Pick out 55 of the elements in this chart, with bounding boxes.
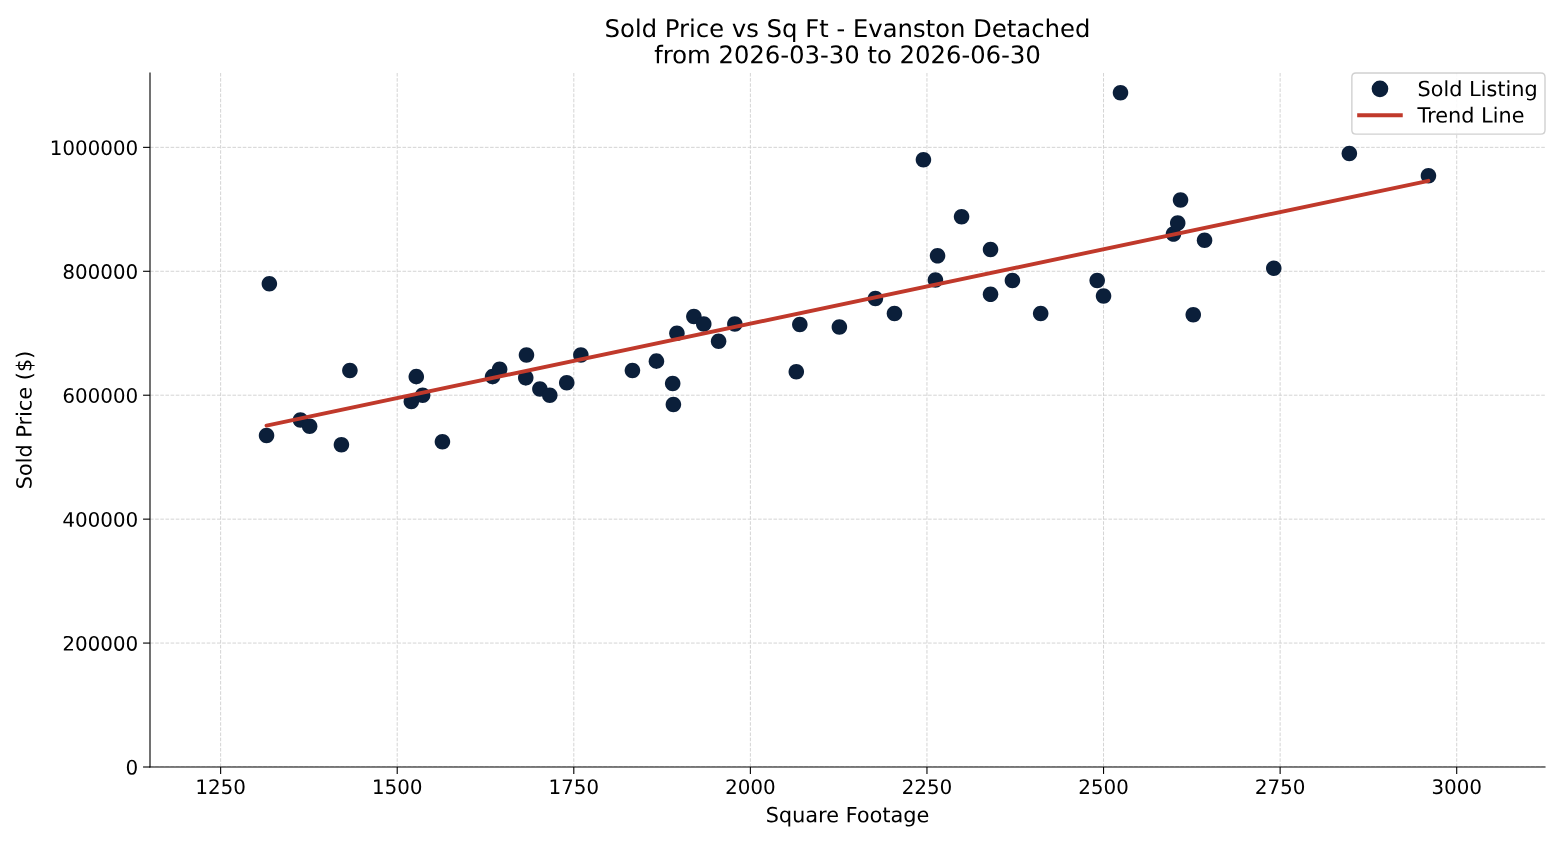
point	[333, 437, 350, 453]
point	[434, 433, 451, 450]
x-tick-label: 1750	[550, 779, 598, 795]
y-tick-label: 400000	[63, 511, 137, 527]
x-tick-label: 2750	[1256, 779, 1305, 795]
point	[664, 375, 681, 392]
point	[558, 375, 575, 391]
point	[542, 387, 558, 403]
point	[886, 305, 903, 322]
x-tick-label: 3000	[1432, 779, 1481, 795]
x-tick-label: 2250	[903, 779, 951, 795]
y-tick-label: 600000	[63, 388, 137, 404]
point	[831, 319, 848, 335]
x-axis-title: Square Footage	[767, 806, 929, 827]
point	[1004, 272, 1021, 289]
point	[301, 418, 318, 434]
point	[1032, 305, 1049, 322]
point	[1169, 215, 1186, 231]
point	[792, 316, 808, 333]
y-tick-label: 200000	[63, 635, 137, 651]
x-tick-label: 2000	[726, 779, 775, 795]
x-tick-label: 2500	[1079, 779, 1128, 795]
y-tick-label: 1000000	[51, 140, 137, 156]
point	[1185, 306, 1202, 323]
chart-title: Sold Price vs Sq Ft - Evanston Detached from 2026-03-30 to 2026-06-30	[606, 18, 1089, 64]
point	[710, 333, 727, 350]
point	[1266, 260, 1282, 276]
y-tick-label: 800000	[63, 264, 137, 280]
legend-label: Trend Line	[1417, 106, 1524, 123]
point	[915, 151, 932, 168]
x-tick-label: 1250	[197, 779, 245, 795]
point	[982, 241, 999, 258]
x-tick-label: 1500	[374, 779, 422, 795]
point	[1196, 232, 1213, 249]
point	[929, 248, 946, 264]
point	[1095, 288, 1112, 304]
legend-label: Sold Listing	[1418, 80, 1536, 101]
point	[261, 275, 278, 292]
point	[624, 362, 641, 379]
point	[665, 396, 682, 413]
point	[408, 368, 425, 385]
point	[258, 427, 275, 444]
point	[1089, 272, 1105, 289]
y-axis-title: Sold Price ($)	[15, 352, 35, 488]
point	[788, 363, 805, 380]
y-tick-label: 0	[126, 759, 137, 775]
point	[1341, 145, 1358, 162]
point	[953, 208, 970, 225]
point	[982, 286, 999, 302]
point	[696, 316, 712, 332]
point	[342, 362, 358, 379]
point	[1112, 85, 1129, 101]
point	[1172, 192, 1189, 208]
point	[518, 347, 535, 363]
point	[648, 353, 665, 369]
